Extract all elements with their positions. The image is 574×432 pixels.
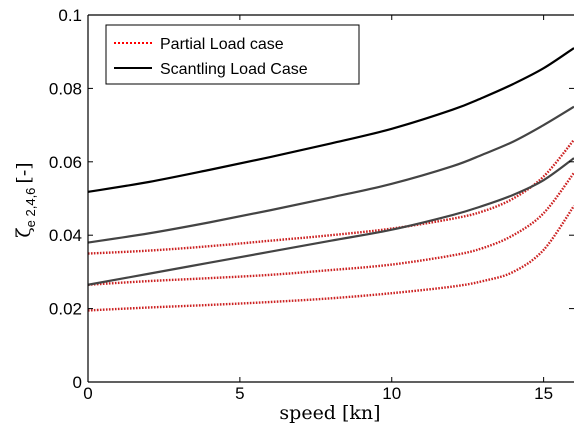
tick-layer: 0 5 10 15 0 0.02 0.04 0.06 0.08 0.1 bbox=[49, 6, 574, 403]
partial-load-line-2 bbox=[87, 139, 574, 255]
y-tick-label-0: 0 bbox=[73, 373, 82, 392]
legend-label-scantling: Scantling Load Case bbox=[160, 61, 308, 78]
x-tick-label-1: 5 bbox=[235, 384, 244, 403]
x-tick-label-0: 0 bbox=[83, 384, 92, 403]
y-tick-label-5: 0.1 bbox=[58, 6, 82, 25]
y-tick-label-4: 0.08 bbox=[49, 79, 82, 98]
y-axis-symbol: ζ bbox=[13, 227, 35, 237]
y-axis-subscript: e 2,4,6 bbox=[23, 188, 38, 228]
y-tick-label-2: 0.04 bbox=[49, 226, 82, 245]
y-axis-label: ζe 2,4,6 [-] bbox=[13, 162, 38, 237]
scantling-load-line-5 bbox=[87, 47, 574, 193]
x-axis-label: speed [kn] bbox=[279, 402, 380, 424]
partial-load-line-0 bbox=[87, 205, 574, 312]
y-tick-label-3: 0.06 bbox=[49, 153, 82, 172]
series-layer bbox=[87, 47, 574, 312]
y-axis-unit: [-] bbox=[13, 162, 35, 183]
partial-load-line-1 bbox=[87, 172, 574, 286]
x-tick-label-2: 10 bbox=[382, 384, 401, 403]
y-tick-label-1: 0.02 bbox=[49, 300, 82, 319]
legend-label-partial: Partial Load case bbox=[160, 36, 284, 53]
scantling-load-line-4 bbox=[87, 105, 574, 244]
x-tick-label-3: 15 bbox=[534, 384, 553, 403]
legend-box bbox=[105, 24, 360, 85]
scantling-load-line-3 bbox=[87, 157, 574, 286]
legend: Partial Load case Scantling Load Case bbox=[105, 24, 360, 85]
